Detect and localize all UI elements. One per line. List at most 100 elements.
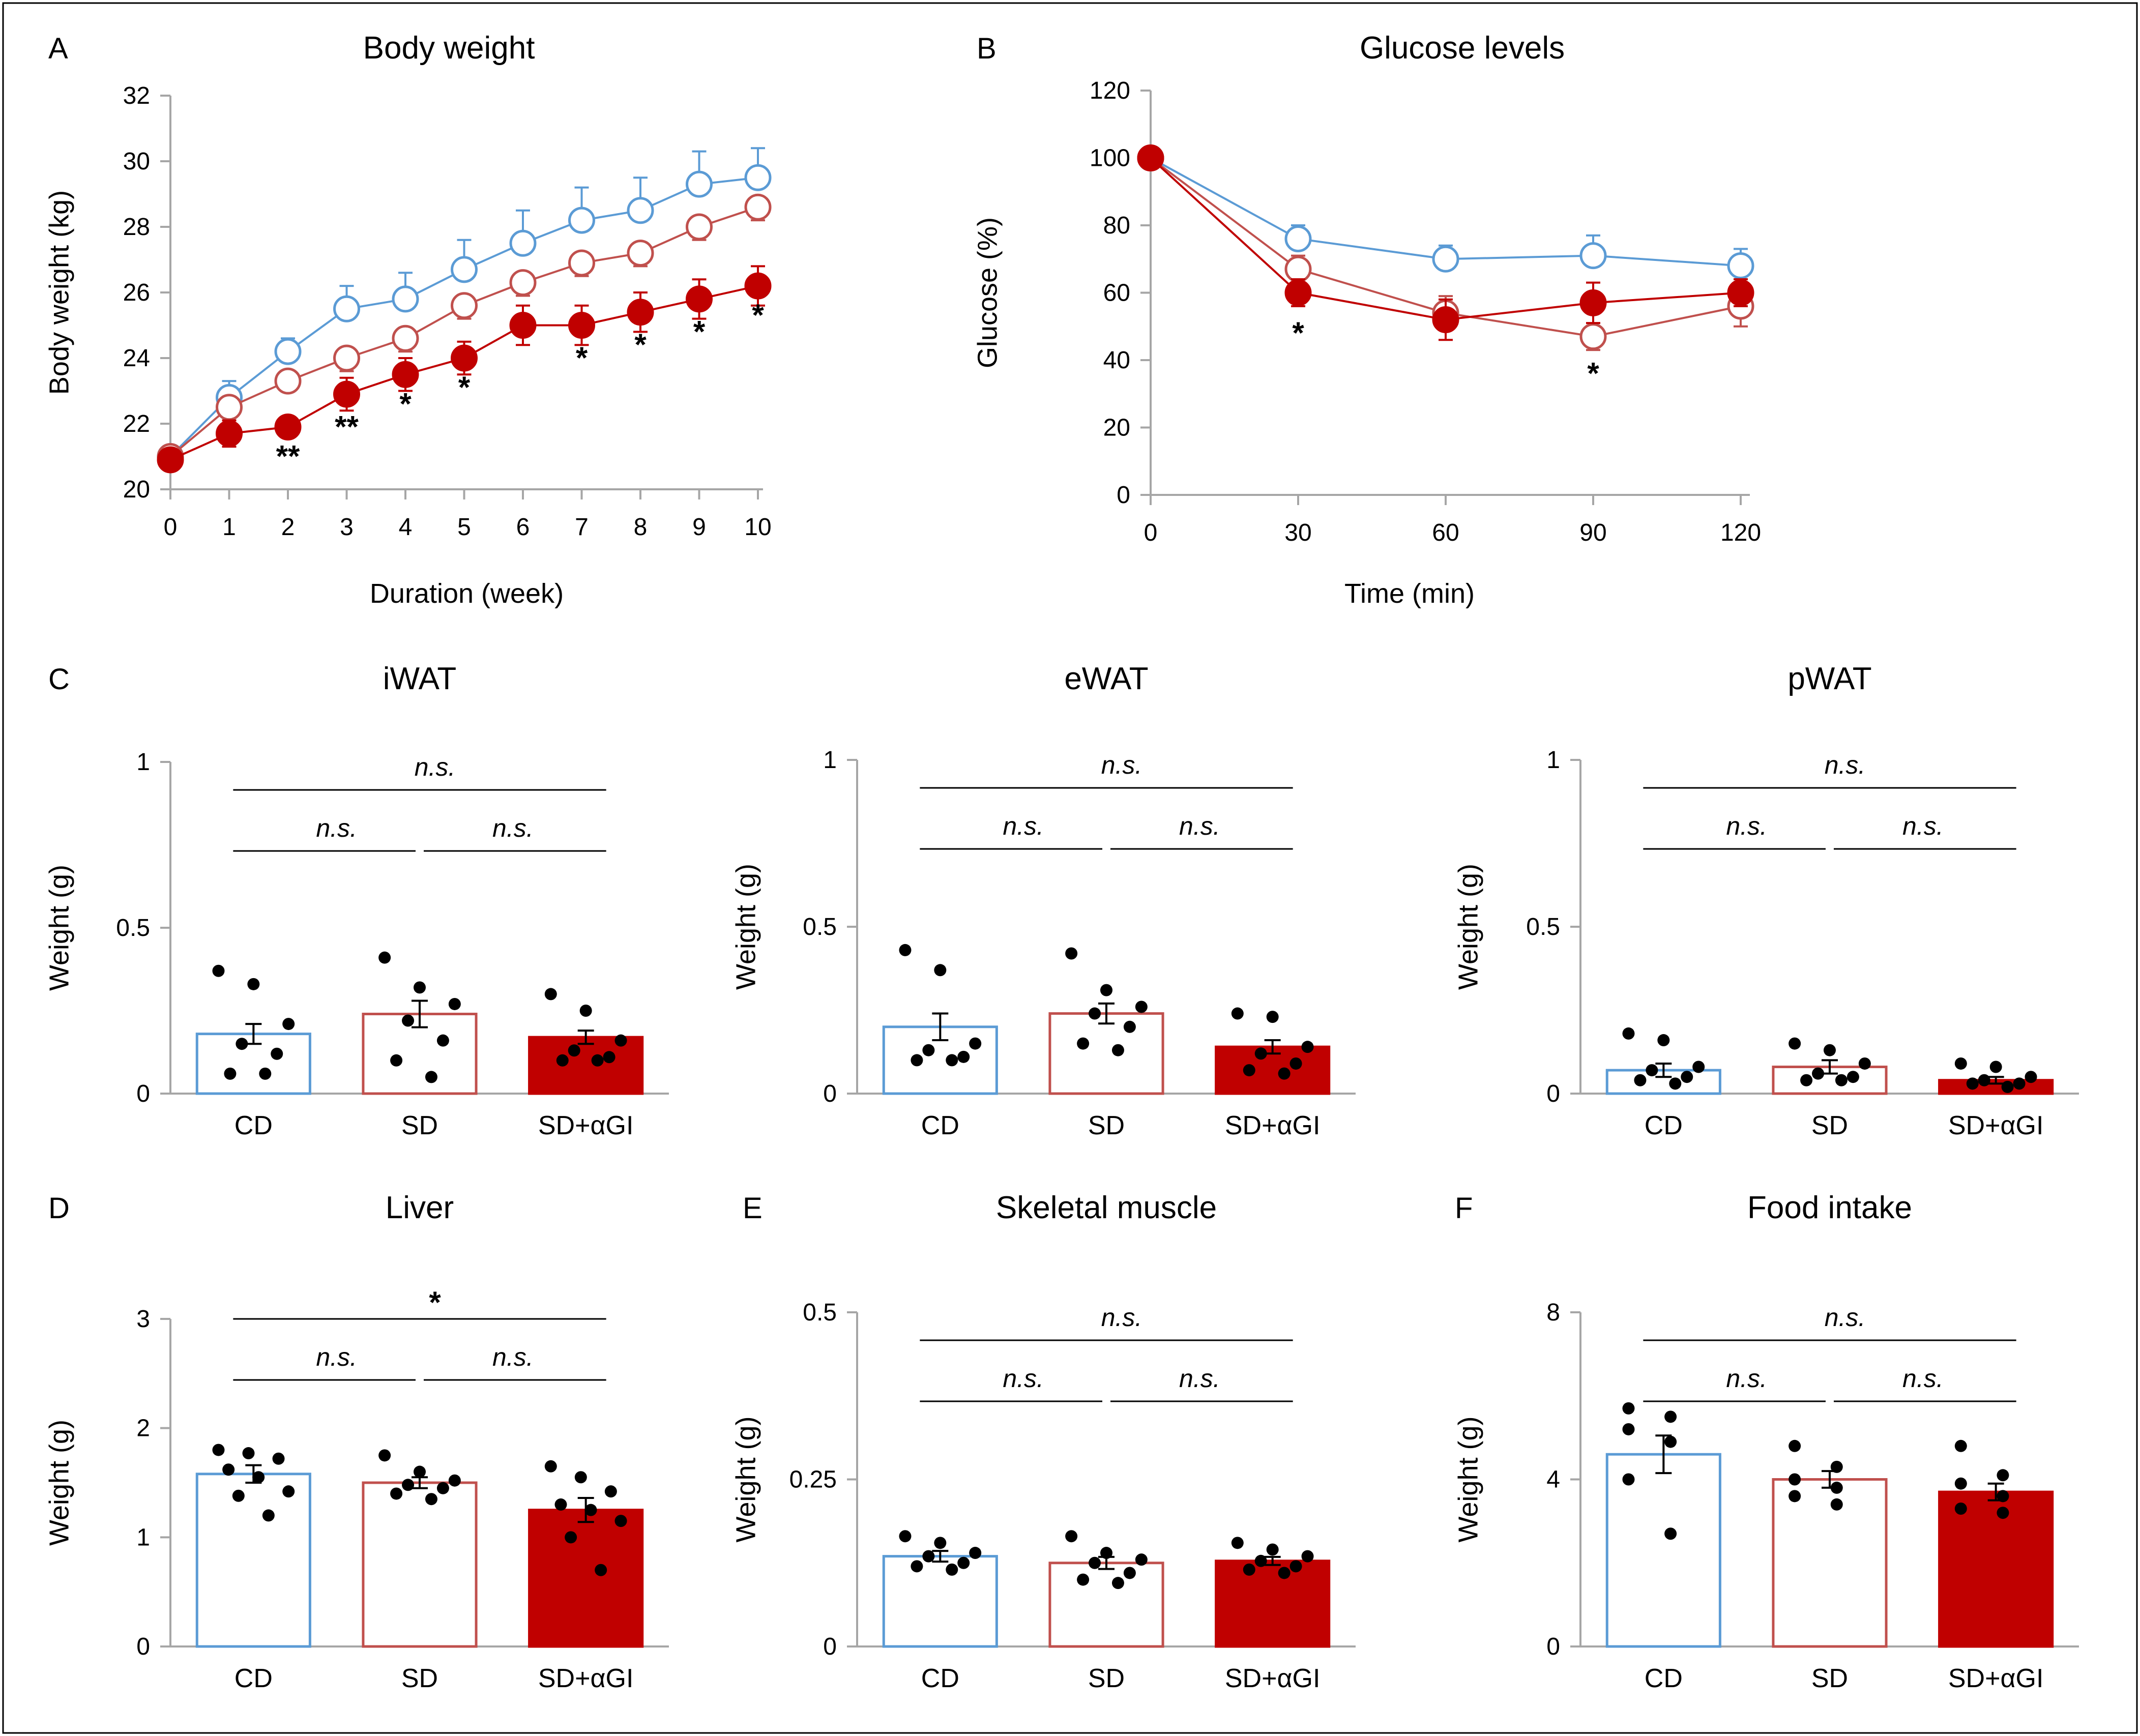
y-tick-label: 30 bbox=[123, 148, 150, 175]
individual-point bbox=[1278, 1567, 1291, 1579]
individual-point bbox=[1669, 1077, 1682, 1090]
significance-label-top: n.s. bbox=[1825, 751, 1866, 779]
individual-point bbox=[934, 964, 947, 977]
individual-point bbox=[1278, 1067, 1291, 1080]
bar-group-sd bbox=[1048, 947, 1164, 1095]
individual-point bbox=[1123, 1020, 1136, 1033]
y-tick-label: 60 bbox=[1103, 280, 1130, 307]
x-axis-label: Duration (week) bbox=[370, 578, 564, 609]
significance-star: * bbox=[1587, 357, 1599, 391]
bar-group-cd bbox=[1605, 1027, 1721, 1095]
individual-point bbox=[1100, 984, 1112, 996]
data-point bbox=[1284, 279, 1312, 306]
individual-point bbox=[946, 1563, 958, 1576]
y-axis-label: Weight (g) bbox=[44, 865, 74, 991]
data-point bbox=[627, 240, 654, 267]
significance-label-right: n.s. bbox=[1179, 1364, 1220, 1393]
individual-point bbox=[1664, 1435, 1677, 1448]
individual-point bbox=[1954, 1502, 1967, 1515]
individual-point bbox=[1997, 1469, 2009, 1482]
bar bbox=[528, 1036, 644, 1095]
y-tick-label: 0.25 bbox=[789, 1466, 837, 1493]
data-point bbox=[1137, 144, 1164, 171]
x-tick-label: 60 bbox=[1432, 519, 1459, 546]
bar-group-cd bbox=[1605, 1402, 1721, 1648]
chart-title: pWAT bbox=[1787, 661, 1871, 696]
bar-group-sd-gi bbox=[1938, 1439, 2054, 1648]
individual-point bbox=[1646, 1064, 1658, 1077]
individual-point bbox=[1089, 1556, 1101, 1569]
individual-point bbox=[1812, 1067, 1825, 1080]
individual-point bbox=[1692, 1061, 1705, 1073]
individual-point bbox=[1989, 1061, 2002, 1073]
panel-letter: F bbox=[1455, 1192, 1473, 1225]
x-tick-label: 3 bbox=[340, 514, 354, 541]
individual-point bbox=[591, 1054, 604, 1067]
individual-point bbox=[1135, 1553, 1148, 1566]
chart-title: eWAT bbox=[1064, 661, 1148, 696]
bar-group-sd-gi bbox=[1215, 1537, 1331, 1648]
individual-point bbox=[1954, 1477, 1967, 1490]
bar-group-cd bbox=[195, 964, 311, 1095]
individual-point bbox=[579, 1005, 592, 1017]
individual-point bbox=[1089, 1007, 1101, 1020]
bar-group-sd bbox=[1048, 1530, 1164, 1648]
significance-label-right: n.s. bbox=[1902, 812, 1944, 840]
significance-star: * bbox=[1292, 316, 1304, 350]
individual-point bbox=[544, 1460, 557, 1473]
data-point bbox=[157, 446, 184, 474]
y-axis-label: Weight (g) bbox=[730, 1416, 761, 1542]
chart-title: Body weight bbox=[363, 31, 535, 66]
individual-point bbox=[1789, 1490, 1801, 1503]
data-point bbox=[333, 344, 360, 372]
individual-point bbox=[568, 1044, 580, 1057]
panel-e: E Skeletal muscle Weight (g) 0 0.25 0.5 CD SD SD… bbox=[730, 1190, 1356, 1693]
individual-point bbox=[1254, 1047, 1267, 1060]
individual-point bbox=[595, 1564, 607, 1576]
y-tick-label: 0 bbox=[1117, 482, 1130, 509]
individual-point bbox=[1231, 1537, 1244, 1549]
y-tick-label: 2 bbox=[136, 1415, 150, 1442]
individual-point bbox=[946, 1054, 958, 1067]
panel-b: B Glucose levels Glucose (%) 0 20 40 60 80 100 12… bbox=[972, 31, 1761, 609]
data-point bbox=[509, 229, 537, 257]
x-tick-label: SD+αGI bbox=[1225, 1664, 1321, 1693]
x-tick-label: 90 bbox=[1579, 519, 1606, 546]
individual-point bbox=[1301, 1041, 1314, 1053]
significance-label-left: n.s. bbox=[1726, 1364, 1767, 1393]
x-axis-label: Time (min) bbox=[1344, 578, 1475, 609]
individual-point bbox=[1657, 1034, 1670, 1047]
individual-point bbox=[1289, 1057, 1302, 1070]
individual-point bbox=[1966, 1077, 1979, 1090]
y-axis-label: Weight (g) bbox=[730, 864, 761, 990]
y-tick-label: 20 bbox=[1103, 415, 1130, 442]
individual-point bbox=[252, 1471, 265, 1484]
y-axis-label: Weight (g) bbox=[1453, 864, 1483, 990]
individual-point bbox=[1077, 1037, 1090, 1050]
x-tick-label: 2 bbox=[281, 514, 295, 541]
significance-label-left: n.s. bbox=[316, 1343, 357, 1371]
chart-title: Glucose levels bbox=[1360, 31, 1565, 66]
data-point bbox=[451, 292, 478, 319]
panel-letter: C bbox=[48, 663, 70, 696]
data-point bbox=[509, 312, 537, 339]
bar bbox=[1938, 1490, 2054, 1648]
y-tick-label: 20 bbox=[123, 476, 150, 503]
individual-point bbox=[1622, 1423, 1635, 1435]
significance-star: * bbox=[399, 387, 412, 421]
individual-point bbox=[1065, 1530, 1078, 1543]
panel-c2: eWAT Weight (g) 0 0.5 1 CD SD SD+αGI n.s. n.s. n.s… bbox=[730, 661, 1356, 1140]
individual-point bbox=[1065, 947, 1078, 960]
individual-point bbox=[236, 1038, 248, 1050]
individual-point bbox=[1634, 1074, 1647, 1086]
individual-point bbox=[1800, 1074, 1813, 1086]
individual-point bbox=[402, 1479, 415, 1491]
data-point bbox=[1727, 279, 1754, 306]
y-tick-label: 40 bbox=[1103, 347, 1130, 374]
bar-group-sd bbox=[362, 1449, 478, 1648]
individual-point bbox=[556, 1054, 569, 1067]
y-tick-label: 8 bbox=[1546, 1299, 1560, 1326]
individual-point bbox=[1622, 1402, 1635, 1415]
y-tick-label: 22 bbox=[123, 410, 150, 437]
individual-point bbox=[1858, 1057, 1871, 1070]
